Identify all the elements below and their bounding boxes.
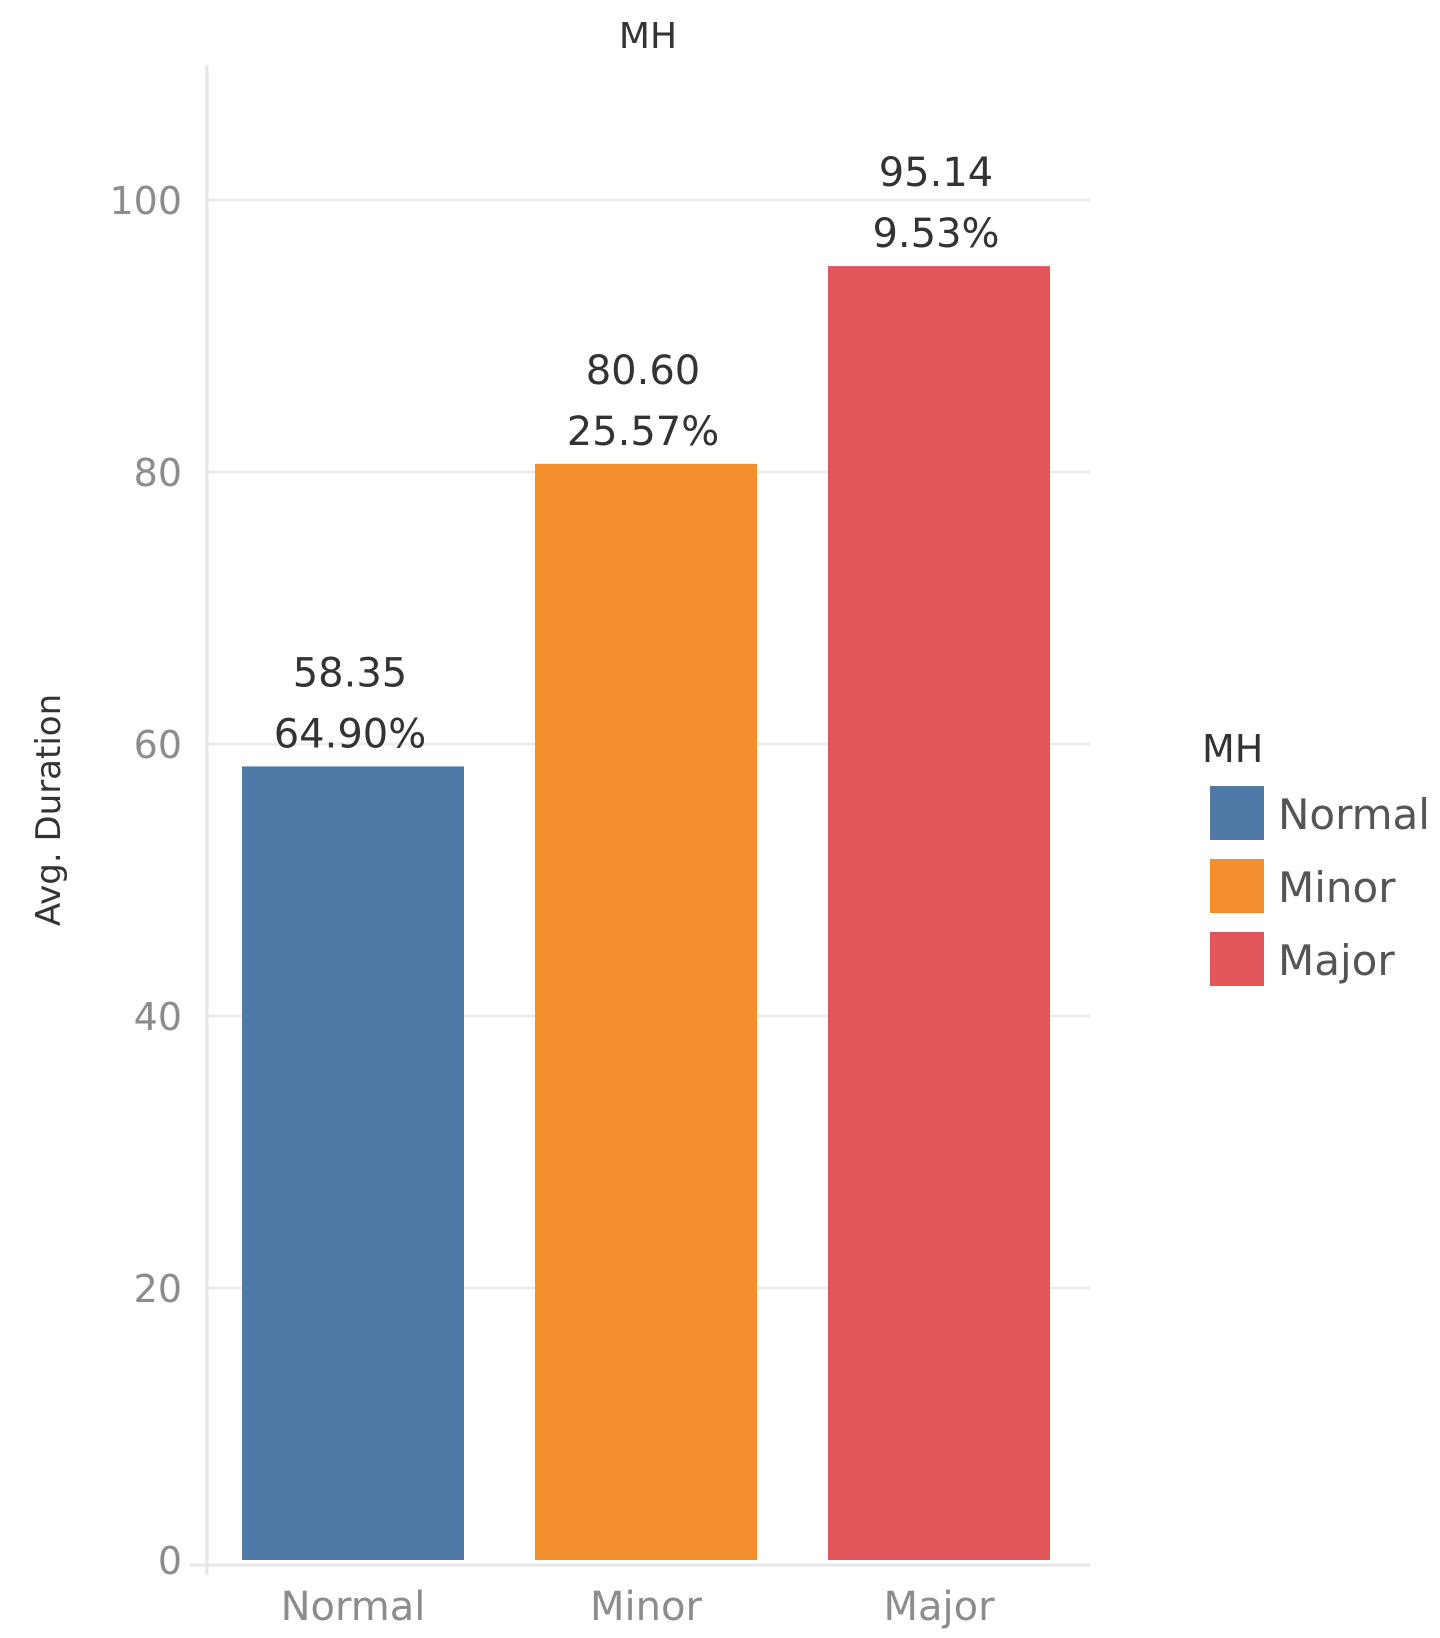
legend-items: Normal Minor Major — [1210, 786, 1430, 986]
bars — [242, 266, 1050, 1561]
legend-label: Major — [1278, 936, 1395, 985]
bar-normal — [242, 766, 464, 1560]
y-tick-label: 20 — [134, 1267, 182, 1311]
data-label-percent: 64.90% — [274, 711, 427, 757]
bar-major — [828, 266, 1050, 1561]
y-axis-ticks: 0 20 40 60 80 100 — [109, 179, 182, 1583]
data-label-percent: 25.57% — [567, 409, 720, 455]
y-tick-label: 0 — [158, 1539, 182, 1583]
x-tick-label: Minor — [590, 1584, 702, 1630]
bar-minor — [535, 463, 757, 1561]
data-label-value: 58.35 — [293, 650, 408, 696]
legend-title: MH — [1202, 727, 1263, 771]
data-label-percent: 9.53% — [872, 211, 999, 257]
legend: MH Normal Minor Major — [1202, 727, 1430, 986]
y-tick-label: 80 — [134, 451, 182, 495]
legend-label: Minor — [1278, 863, 1396, 912]
y-axis-label: Avg. Duration — [29, 694, 69, 926]
legend-swatch-minor — [1210, 859, 1264, 913]
data-label-value: 80.60 — [586, 348, 701, 394]
y-tick-label: 100 — [109, 179, 182, 223]
data-labels: 58.35 64.90% 80.60 25.57% 95.14 9.53% — [274, 150, 1000, 757]
x-tick-label: Normal — [281, 1584, 426, 1630]
x-tick-label: Major — [883, 1584, 995, 1630]
chart-title: MH — [619, 16, 677, 57]
legend-swatch-major — [1210, 932, 1264, 986]
data-label-value: 95.14 — [879, 150, 994, 196]
legend-swatch-normal — [1210, 786, 1264, 840]
x-axis-ticks: Normal Minor Major — [281, 1584, 995, 1630]
y-tick-label: 60 — [134, 723, 182, 767]
y-tick-label: 40 — [134, 995, 182, 1039]
legend-label: Normal — [1278, 790, 1430, 839]
